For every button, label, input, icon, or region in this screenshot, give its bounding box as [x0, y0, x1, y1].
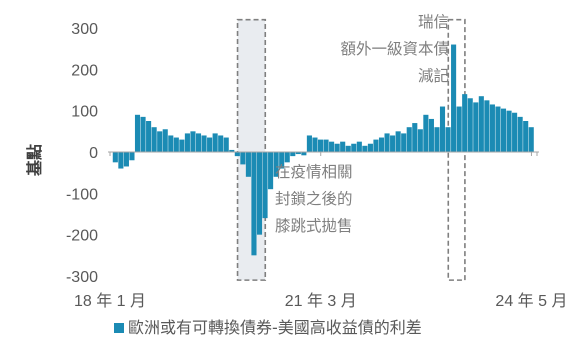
data-bar — [134, 114, 141, 152]
data-bar — [290, 152, 296, 157]
data-bar — [317, 139, 324, 152]
data-bar — [207, 137, 213, 152]
data-bar — [384, 133, 390, 152]
data-bar — [162, 129, 168, 152]
annotation-text: 在疫情相關 — [275, 163, 353, 181]
data-bar — [184, 133, 190, 152]
data-bar — [434, 127, 440, 152]
data-bar — [212, 133, 218, 152]
x-tick-label: 21 年 3 月 — [285, 292, 357, 310]
annotation-text: 額外一級資本債 — [340, 40, 449, 58]
data-bar — [168, 135, 174, 152]
data-bar — [279, 152, 285, 169]
data-bar — [495, 106, 501, 152]
data-bar — [123, 152, 129, 167]
data-bar — [373, 139, 379, 152]
legend-label: 歐洲或有可轉換債券-美國高收益債的利差 — [128, 318, 422, 337]
data-bar — [245, 152, 251, 177]
data-bar — [329, 141, 335, 152]
data-bar — [229, 149, 235, 152]
y-tick-label: 0 — [89, 145, 98, 162]
y-tick-label: 300 — [71, 21, 98, 38]
data-bar — [251, 152, 257, 256]
data-bar — [506, 110, 512, 152]
data-bar — [234, 152, 240, 157]
data-bar — [356, 141, 362, 152]
annotation-text: 封鎖之後的 — [275, 190, 353, 208]
data-bar — [517, 116, 523, 152]
y-tick-label: -100 — [66, 186, 98, 203]
data-bar — [351, 143, 357, 152]
data-bar — [417, 129, 423, 152]
data-bar — [401, 133, 407, 152]
data-bar — [312, 137, 318, 152]
data-bar — [129, 152, 135, 161]
data-bar — [478, 96, 484, 152]
data-bar — [140, 116, 146, 152]
data-bar — [367, 143, 373, 152]
data-bar — [256, 152, 263, 235]
data-bar — [223, 137, 229, 152]
data-bar — [378, 137, 385, 152]
data-bar — [118, 152, 124, 169]
data-bar — [523, 121, 529, 152]
data-bar — [195, 133, 202, 152]
data-bar — [412, 123, 418, 152]
y-axis-label: 基點 — [25, 144, 44, 177]
data-bar — [428, 118, 434, 152]
data-bar — [284, 152, 290, 163]
y-tick-label: -300 — [66, 269, 98, 286]
legend-swatch — [114, 323, 124, 333]
x-tick-label: 24 年 5 月 — [495, 292, 567, 310]
data-bar — [451, 44, 457, 152]
data-bar — [112, 152, 118, 163]
annotation-text: 減記 — [418, 67, 449, 85]
annotation-text: 瑞信 — [418, 13, 449, 31]
y-tick-label: 100 — [71, 104, 98, 121]
data-bar — [528, 127, 534, 152]
x-tick-label: 18 年 1 月 — [74, 292, 146, 310]
data-bar — [262, 152, 268, 219]
annotation-text: 膝跳式拋售 — [275, 217, 353, 235]
data-bar — [146, 121, 152, 152]
data-bar — [295, 152, 301, 155]
data-bar — [190, 131, 196, 152]
data-bar — [462, 94, 468, 152]
data-bar — [323, 139, 329, 152]
data-bar — [362, 145, 368, 152]
data-bar — [406, 127, 412, 152]
data-bar — [345, 145, 351, 152]
data-bar — [390, 135, 396, 152]
y-tick-label: 200 — [71, 62, 98, 79]
data-bar — [306, 135, 312, 152]
data-bar — [340, 141, 346, 152]
data-bar — [500, 108, 507, 152]
data-bar — [157, 131, 163, 152]
data-bar — [240, 152, 246, 165]
data-bar — [173, 137, 179, 152]
data-bar — [456, 106, 462, 152]
data-bar — [423, 114, 429, 152]
data-bar — [439, 106, 446, 152]
data-bar — [395, 131, 401, 152]
data-bar — [334, 143, 340, 152]
data-bar — [179, 139, 185, 152]
data-bar — [201, 135, 207, 152]
data-bar — [268, 152, 274, 190]
data-bar — [484, 100, 490, 152]
data-bar — [512, 112, 518, 152]
data-bar — [467, 98, 473, 152]
data-bar — [273, 152, 279, 177]
data-bar — [445, 127, 451, 152]
data-bar — [489, 104, 495, 152]
data-bar — [218, 135, 224, 152]
data-bar — [473, 102, 479, 152]
y-tick-label: -200 — [66, 228, 98, 245]
data-bar — [301, 152, 307, 156]
data-bar — [151, 127, 157, 152]
